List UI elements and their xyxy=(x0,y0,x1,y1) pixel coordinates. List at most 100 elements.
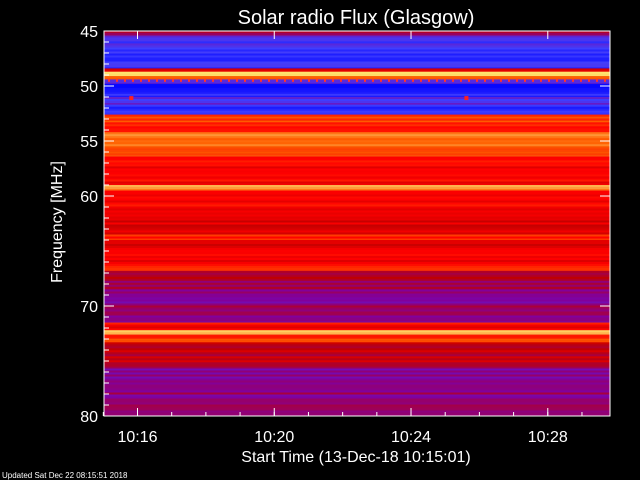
band-row xyxy=(104,116,610,119)
x-tick-label: 10:24 xyxy=(391,429,431,446)
band-row xyxy=(104,178,610,180)
band-row xyxy=(104,53,610,56)
band-row xyxy=(104,39,610,42)
band-row xyxy=(104,328,610,331)
band-row xyxy=(104,87,610,91)
chart-title: Solar radio Flux (Glasgow) xyxy=(238,7,475,29)
frequency-band xyxy=(104,234,610,241)
interference-spot xyxy=(129,96,134,101)
band-row xyxy=(104,106,610,109)
frequency-band xyxy=(104,388,610,417)
band-row xyxy=(104,93,610,97)
frequency-band xyxy=(104,330,610,335)
band-row xyxy=(104,297,610,300)
band-row xyxy=(104,138,610,141)
interference-speckle xyxy=(604,78,606,82)
band-row xyxy=(104,128,610,131)
interference-speckle xyxy=(108,78,110,82)
interference-speckle xyxy=(524,78,526,82)
interference-speckle xyxy=(124,78,126,82)
interference-speckle xyxy=(516,78,518,82)
band-row xyxy=(104,122,610,125)
band-row xyxy=(104,238,610,241)
x-axis-label: Start Time (13-Dec-18 10:15:01) xyxy=(241,449,470,466)
band-row xyxy=(104,412,610,415)
band-row xyxy=(104,258,610,261)
band-row xyxy=(104,192,610,195)
interference-speckle xyxy=(236,78,238,82)
band-row xyxy=(104,321,610,323)
band-row xyxy=(104,392,610,395)
band-row xyxy=(104,97,610,100)
band-row xyxy=(104,144,610,147)
band-row xyxy=(104,149,610,152)
band-row xyxy=(104,336,610,339)
frequency-band xyxy=(104,97,610,105)
interference-speckle xyxy=(436,78,438,82)
band-row xyxy=(104,179,610,182)
band-row xyxy=(104,187,610,190)
band-row xyxy=(104,376,610,379)
band-row xyxy=(104,352,610,355)
band-row xyxy=(104,204,610,207)
interference-speckle xyxy=(452,78,454,82)
band-row xyxy=(104,61,610,64)
interference-speckle xyxy=(492,78,494,82)
band-row xyxy=(104,266,610,269)
band-row xyxy=(104,132,610,135)
band-row xyxy=(104,210,610,213)
interference-speckle xyxy=(188,78,190,82)
x-axis-ticks: 10:16 10:20 10:24 10:28 xyxy=(102,31,583,446)
band-row xyxy=(104,334,610,337)
band-row xyxy=(104,301,610,304)
band-row xyxy=(104,410,610,413)
band-row xyxy=(104,315,610,318)
band-row xyxy=(104,33,610,36)
band-row xyxy=(104,206,610,209)
band-row xyxy=(104,224,610,227)
band-row xyxy=(104,55,610,58)
frequency-band xyxy=(104,71,610,77)
band-row xyxy=(104,75,610,77)
band-row xyxy=(104,348,610,351)
interference-speckle xyxy=(300,78,302,82)
interference-speckle xyxy=(372,78,374,82)
band-row xyxy=(104,326,610,329)
band-row xyxy=(104,158,610,161)
band-row xyxy=(104,140,610,143)
frequency-band xyxy=(104,289,610,323)
band-row xyxy=(104,155,610,157)
interference-speckle xyxy=(172,78,174,82)
band-row xyxy=(104,147,610,150)
band-row xyxy=(104,35,610,36)
band-row xyxy=(104,65,610,68)
band-row xyxy=(104,85,610,89)
interference-speckle xyxy=(348,78,350,82)
band-row xyxy=(104,63,610,66)
band-row xyxy=(104,278,610,282)
band-row xyxy=(104,130,610,133)
band-row xyxy=(104,110,610,113)
band-row xyxy=(104,311,610,314)
interference-speckle xyxy=(308,78,310,82)
band-row xyxy=(104,81,610,84)
band-row xyxy=(104,350,610,353)
band-row xyxy=(104,31,610,34)
interference-speckle xyxy=(180,78,182,82)
frequency-band xyxy=(104,35,610,48)
band-row xyxy=(104,330,610,333)
band-row xyxy=(104,293,610,296)
band-row xyxy=(104,170,610,173)
band-row xyxy=(104,168,610,171)
interference-speckle xyxy=(564,78,566,82)
band-row xyxy=(104,200,610,203)
band-row xyxy=(104,404,610,407)
band-row xyxy=(104,120,610,123)
interference-speckle xyxy=(356,78,358,82)
band-row xyxy=(104,254,610,257)
band-row xyxy=(104,246,610,249)
band-row xyxy=(104,70,610,72)
band-row xyxy=(104,324,610,327)
interference-speckle xyxy=(556,78,558,82)
